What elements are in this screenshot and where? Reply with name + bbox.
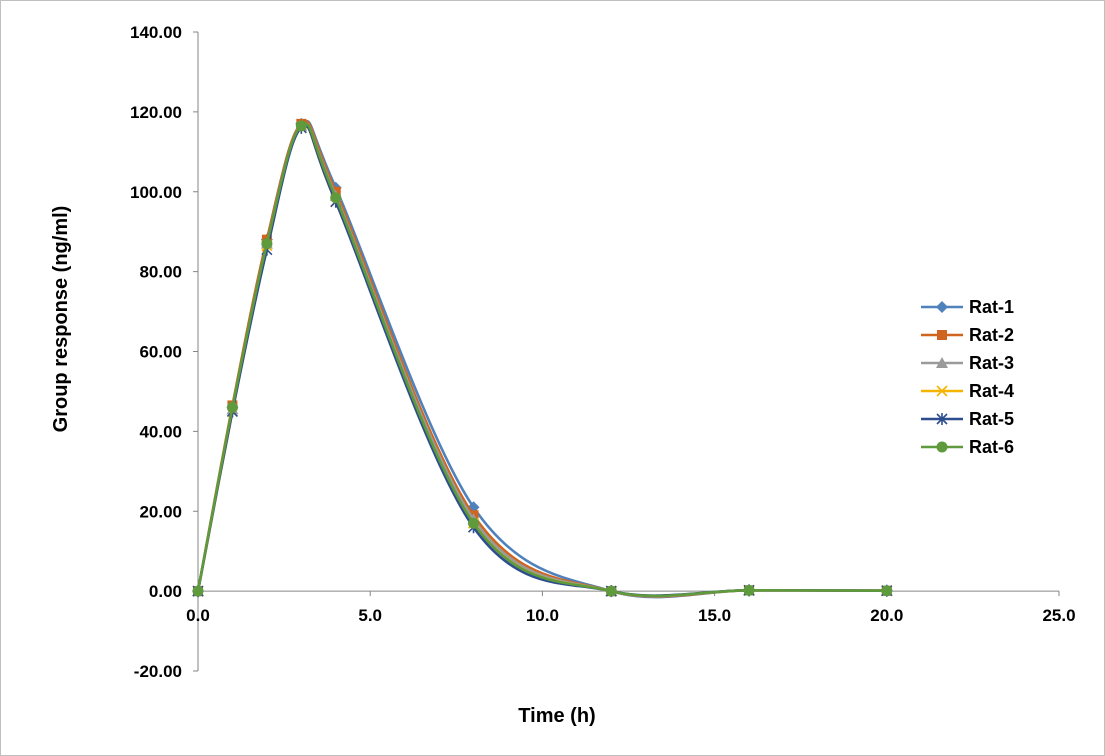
data-point-rat-6 (192, 585, 204, 597)
legend-item-rat-3: Rat-3 (921, 353, 1014, 373)
y-tick-label: 80.00 (139, 263, 182, 282)
data-point-rat-6 (881, 585, 893, 597)
legend-label: Rat-5 (969, 409, 1014, 429)
series-line-rat-4 (196, 124, 887, 598)
data-point-rat-6 (468, 517, 480, 529)
x-tick-label: 0.0 (186, 606, 210, 625)
legend-item-rat-4: Rat-4 (921, 381, 1014, 401)
series-rat-2 (193, 118, 892, 598)
data-point-rat-6 (605, 585, 617, 597)
x-axis-title: Time (h) (518, 705, 595, 727)
x-tick-label: 5.0 (358, 606, 382, 625)
legend-label: Rat-4 (969, 381, 1014, 401)
legend-marker (936, 441, 948, 453)
legend-label: Rat-1 (969, 297, 1014, 317)
y-tick-label: 140.00 (130, 23, 182, 42)
series-line-rat-1 (196, 119, 887, 599)
data-point-rat-6 (295, 120, 307, 132)
legend-item-rat-1: Rat-1 (921, 297, 1014, 317)
y-axis-title: Group response (ng/ml) (50, 206, 72, 433)
legend-item-rat-2: Rat-2 (921, 325, 1014, 345)
series-rat-3 (192, 119, 893, 598)
x-tick-label: 20.0 (870, 606, 903, 625)
x-tick-label: 25.0 (1042, 606, 1075, 625)
data-point-rat-6 (261, 238, 273, 250)
legend-marker (936, 357, 948, 368)
series-rat-4 (192, 122, 893, 598)
series-layer (192, 117, 893, 599)
legend-label: Rat-6 (969, 437, 1014, 457)
data-point-rat-6 (330, 192, 342, 204)
y-tick-label: 40.00 (139, 422, 182, 441)
series-rat-5 (192, 121, 893, 598)
legend-marker (936, 301, 948, 313)
legend: Rat-1 Rat-2 Rat-3 Rat-4 Rat-5 Rat-6 (921, 297, 1014, 457)
legend-item-rat-6: Rat-6 (921, 437, 1014, 457)
y-tick-label: 20.00 (139, 502, 182, 521)
axes (197, 32, 1059, 671)
legend-item-rat-5: Rat-5 (921, 409, 1014, 429)
x-tick-label: 10.0 (526, 606, 559, 625)
legend-marker (936, 413, 948, 425)
data-point-rat-6 (226, 401, 238, 413)
series-rat-6 (192, 120, 893, 598)
series-line-rat-3 (196, 122, 887, 598)
legend-label: Rat-2 (969, 325, 1014, 345)
y-tick-label: 100.00 (130, 183, 182, 202)
legend-marker (936, 385, 948, 397)
x-tick-label: 15.0 (698, 606, 731, 625)
y-tick-label: 120.00 (130, 103, 182, 122)
series-line-rat-6 (196, 122, 887, 598)
series-line-rat-5 (196, 124, 887, 597)
legend-label: Rat-3 (969, 353, 1014, 373)
series-line-rat-2 (196, 120, 887, 598)
y-tick-label: 60.00 (139, 343, 182, 362)
y-tick-label: -20.00 (134, 662, 182, 681)
legend-marker (937, 330, 947, 340)
data-point-rat-6 (743, 584, 755, 596)
x-ticks: 0.0 5.0 10.0 15.0 20.0 25.0 (186, 591, 1076, 625)
series-rat-1 (192, 117, 893, 599)
y-tick-label: 0.00 (149, 582, 182, 601)
y-ticks: -20.00 0.00 20.00 40.00 60.00 80.00 100.00 120.… (130, 23, 198, 681)
